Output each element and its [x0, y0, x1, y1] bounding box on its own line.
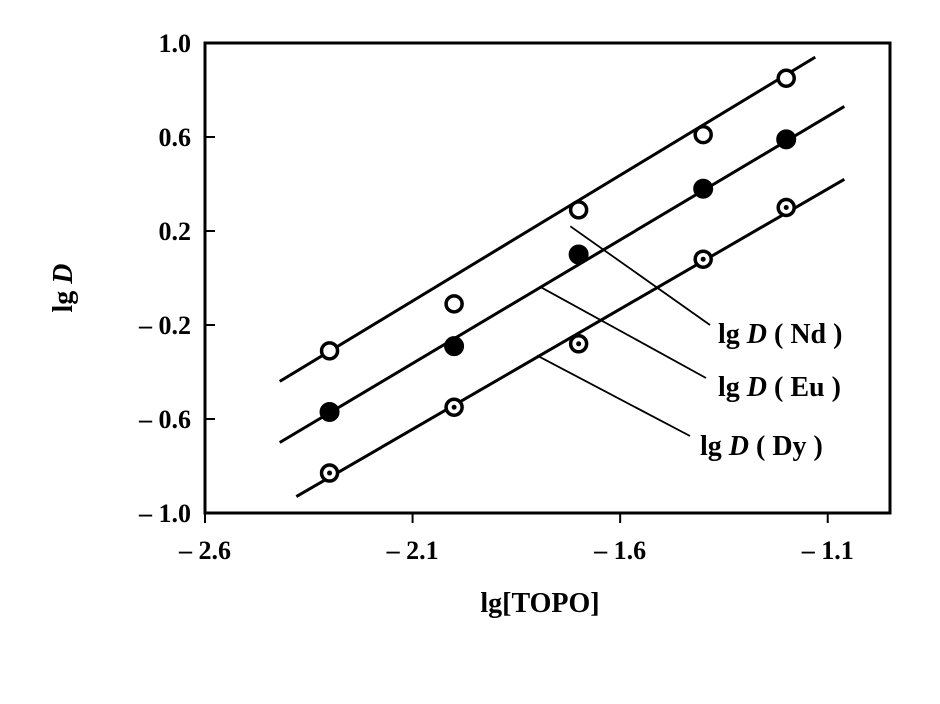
y-axis-title-prefix: lg [48, 284, 79, 313]
fit-line [295, 178, 846, 498]
data-point [693, 124, 713, 145]
data-point [776, 129, 797, 150]
y-axis-title-var: D [48, 263, 79, 284]
x-axis-title: lg[TOPO] [480, 588, 599, 619]
plot-frame [203, 41, 892, 515]
fit-line [278, 105, 846, 444]
y-tick-label: 0.2 [159, 217, 192, 246]
data-point [693, 178, 714, 199]
data-point [776, 68, 796, 88]
series-label: lg D ( Dy ) [700, 431, 823, 462]
series-label: lg D ( Eu ) [718, 372, 841, 403]
data-point [319, 401, 340, 422]
leader-lines [536, 225, 711, 437]
y-tick-label: – 0.2 [138, 311, 191, 340]
y-tick-label: 1.0 [159, 29, 192, 58]
data-point [319, 463, 340, 483]
fit-line [278, 55, 817, 383]
leader-line [536, 354, 691, 437]
y-tick-label: – 0.6 [138, 405, 191, 434]
leader-line [569, 225, 711, 326]
y-ticks: – 1.0 – 0.6 – 0.2 0.2 0.6 1.0 [138, 29, 215, 528]
leader-line [540, 286, 707, 379]
x-tick-label: – 1.1 [801, 536, 854, 565]
x-ticks: – 2.6 – 2.1 – 1.6 – 1.1 [178, 513, 854, 565]
data-point [568, 200, 589, 220]
x-tick-label: – 2.1 [386, 536, 439, 565]
data-point [444, 397, 464, 417]
y-tick-label: 0.6 [159, 123, 192, 152]
x-tick-label: – 1.6 [593, 536, 646, 565]
markers [319, 68, 797, 483]
series-labels: lg D ( Nd ) lg D ( Eu ) lg D ( Dy ) [700, 319, 842, 462]
fit-lines [278, 55, 846, 498]
x-tick-label: – 2.6 [178, 536, 231, 565]
data-point [444, 336, 465, 357]
data-point [776, 197, 796, 218]
series-label: lg D ( Nd ) [718, 319, 842, 350]
data-point [568, 334, 589, 354]
data-point [568, 244, 589, 265]
data-point [693, 249, 713, 269]
data-point [444, 294, 464, 314]
y-axis-title: lg D [48, 263, 79, 312]
y-tick-label: – 1.0 [138, 499, 191, 528]
data-point [319, 341, 340, 361]
